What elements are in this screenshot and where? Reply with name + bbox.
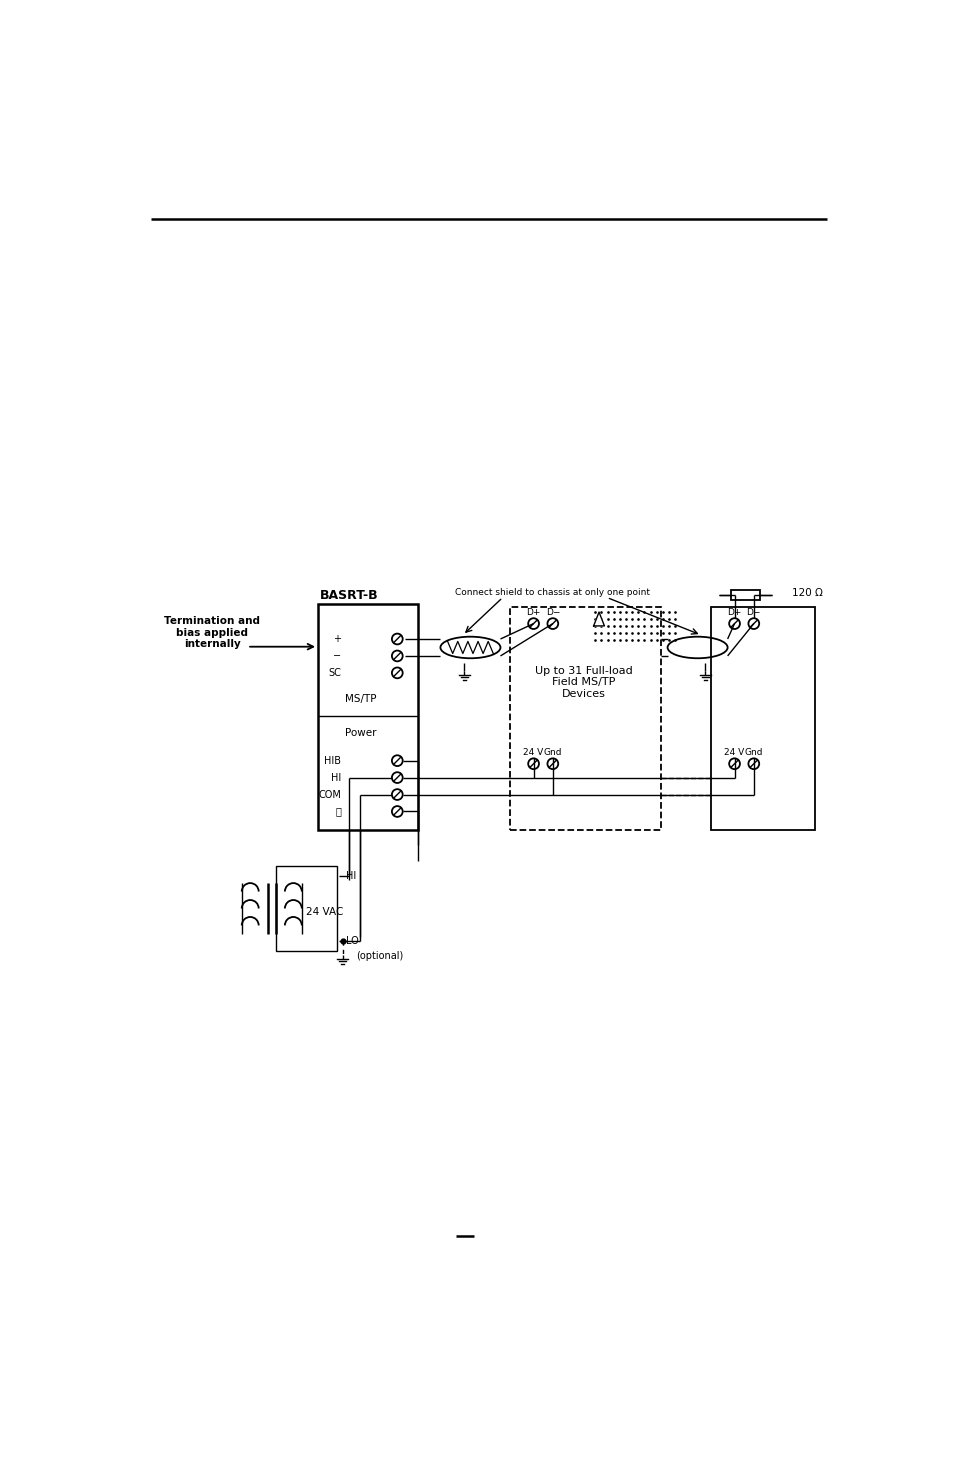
Text: D−: D− bbox=[746, 608, 760, 618]
Text: D−: D− bbox=[545, 608, 559, 618]
Text: 120 Ω: 120 Ω bbox=[791, 589, 821, 597]
Text: ⏚: ⏚ bbox=[335, 807, 341, 817]
Text: D+: D+ bbox=[526, 608, 540, 618]
Text: 24 VAC: 24 VAC bbox=[306, 907, 343, 917]
Text: COM: COM bbox=[318, 789, 341, 799]
Bar bbox=[275, 866, 336, 951]
Text: Gnd: Gnd bbox=[743, 748, 762, 758]
Text: (optional): (optional) bbox=[356, 951, 403, 962]
Text: Power: Power bbox=[344, 729, 375, 738]
Text: HIB: HIB bbox=[324, 755, 341, 766]
Bar bbox=[730, 590, 760, 600]
Text: SC: SC bbox=[328, 668, 341, 679]
Text: 24 V: 24 V bbox=[523, 748, 543, 758]
Text: Termination and
bias applied
internally: Termination and bias applied internally bbox=[164, 617, 260, 649]
Text: Gnd: Gnd bbox=[543, 748, 561, 758]
Text: BASRT-B: BASRT-B bbox=[319, 589, 377, 602]
Text: LO: LO bbox=[346, 935, 359, 945]
Text: HI: HI bbox=[331, 773, 341, 783]
Text: 24 V: 24 V bbox=[723, 748, 744, 758]
Text: HI: HI bbox=[346, 872, 356, 881]
Text: −: − bbox=[333, 650, 341, 661]
Text: Connect shield to chassis at only one point: Connect shield to chassis at only one po… bbox=[455, 589, 650, 597]
Text: MS/TP: MS/TP bbox=[344, 695, 375, 704]
Text: Up to 31 Full-load
Field MS/TP
Devices: Up to 31 Full-load Field MS/TP Devices bbox=[535, 665, 632, 699]
Text: D+: D+ bbox=[726, 608, 741, 618]
Bar bbox=[317, 605, 417, 830]
Bar bbox=[710, 606, 814, 830]
Text: +: + bbox=[333, 634, 341, 645]
Polygon shape bbox=[593, 612, 604, 625]
Bar bbox=[509, 606, 659, 830]
